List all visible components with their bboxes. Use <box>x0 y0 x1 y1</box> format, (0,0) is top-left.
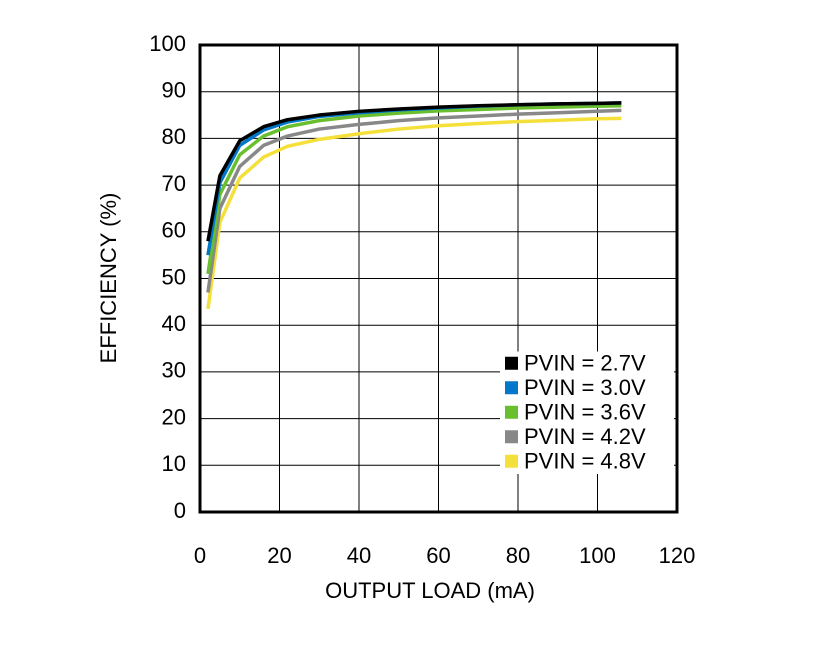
x-axis-label: OUTPUT LOAD (mA) <box>325 578 535 603</box>
series-line <box>206 108 622 293</box>
y-tick-label: 40 <box>162 311 186 336</box>
series-line <box>206 103 622 275</box>
legend-swatch <box>505 430 518 444</box>
x-tick-label: 60 <box>426 543 450 568</box>
legend-label: PVIN = 3.0V <box>524 375 646 400</box>
legend-swatch <box>505 454 518 468</box>
legend-box <box>500 351 674 474</box>
legend-swatch <box>505 381 518 395</box>
y-tick-label: 70 <box>162 171 186 196</box>
legend-label: PVIN = 3.6V <box>524 400 646 425</box>
legend-label: PVIN = 4.2V <box>524 424 646 449</box>
series-line <box>206 116 622 310</box>
x-tick-label: 80 <box>506 543 530 568</box>
x-tick-label: 20 <box>267 543 291 568</box>
y-tick-label: 50 <box>162 264 186 289</box>
y-tick-label: 30 <box>162 358 186 383</box>
y-tick-label: 80 <box>162 124 186 149</box>
y-tick-label: 60 <box>162 218 186 243</box>
x-tick-label: 0 <box>194 543 206 568</box>
series-line <box>206 101 622 242</box>
y-axis-label: EFFICIENCY (%) <box>96 193 121 364</box>
legend-swatch <box>505 356 518 370</box>
plot-frame <box>198 43 679 514</box>
y-tick-label: 20 <box>162 404 186 429</box>
x-tick-label: 120 <box>659 543 696 568</box>
y-tick-label: 0 <box>174 498 186 523</box>
y-tick-label: 10 <box>162 451 186 476</box>
y-tick-label: 100 <box>149 31 186 56</box>
legend-swatch <box>505 405 518 419</box>
legend-label: PVIN = 4.8V <box>524 449 646 474</box>
legend-label: PVIN = 2.7V <box>524 351 646 376</box>
y-tick-label: 90 <box>162 78 186 103</box>
x-tick-label: 40 <box>347 543 371 568</box>
x-tick-label: 100 <box>579 543 616 568</box>
